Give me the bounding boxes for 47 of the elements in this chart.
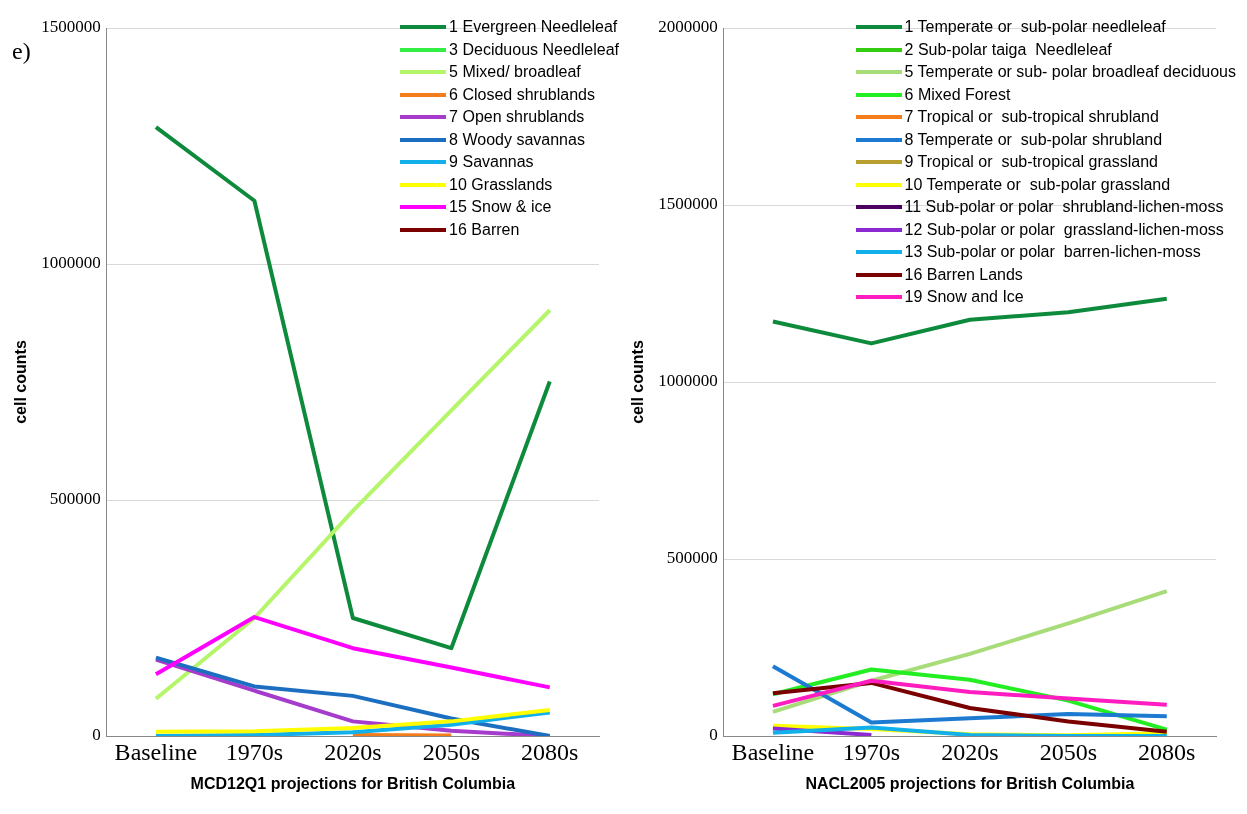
legend-label: 16 Barren [449,220,520,239]
x-tick-label: Baseline [114,738,198,765]
y-tick-label: 0 [709,725,718,745]
legend-label: 19 Snow and Ice [904,288,1024,307]
y-axis-title: cell counts [12,340,30,424]
x-axis-title: NACL2005 projections for British Columbia [805,774,1135,792]
legend-label: 6 Mixed Forest [904,85,1011,104]
y-axis-title: cell counts [629,340,647,424]
legend-label: 7 Tropical or sub-tropical shrubland [904,108,1159,127]
legend-label: 10 Grasslands [449,175,553,194]
y-tick-label: 0 [92,725,101,745]
legend-label: 2 Sub-polar taiga Needleleaf [904,40,1112,59]
x-tick-label: 2020s [324,738,382,765]
legend-label: 11 Sub-polar or polar shrubland-lichen-moss [904,198,1224,217]
y-tick-label: 500000 [666,548,718,568]
legend-label: 7 Open shrublands [449,108,585,127]
x-tick-label: 2080s [521,738,579,765]
x-axis-title: MCD12Q1 projections for British Columbia [190,774,516,792]
legend-label: 9 Tropical or sub-tropical grassland [904,153,1158,172]
legend-label: 6 Closed shrublands [449,85,595,104]
y-tick-label: 1500000 [658,194,718,214]
y-tick-label: 2000000 [658,17,718,37]
text: e) [12,38,31,65]
legend-label: 13 Sub-polar or polar barren-lichen-moss [904,243,1201,262]
y-tick-label: 500000 [49,489,101,509]
legend-label: 3 Deciduous Needleleaf [449,40,619,59]
y-tick-label: 1500000 [41,17,101,37]
legend-label: 1 Temperate or sub-polar needleleaf [904,18,1166,37]
legend-label: 1 Evergreen Needleleaf [449,18,618,37]
legend-label: 5 Temperate or sub- polar broadleaf deciduous [904,63,1236,82]
legend-label: 8 Temperate or sub-polar shrubland [904,130,1163,149]
x-tick-label: 2050s [1039,738,1097,765]
x-tick-label: 1970s [842,738,901,765]
x-tick-label: 2050s [422,738,480,765]
legend-label: 12 Sub-polar or polar grassland-lichen-moss [904,220,1224,239]
legend-label: 8 Woody savannas [449,130,585,149]
legend-label: 5 Mixed/ broadleaf [449,63,581,82]
legend-label: 16 Barren Lands [904,265,1023,284]
legend-label: 10 Temperate or sub-polar grassland [904,175,1171,194]
y-tick-label: 1000000 [658,371,718,391]
x-tick-label: 2020s [941,738,999,765]
y-tick-label: 1000000 [41,253,101,273]
x-tick-label: 1970s [225,738,284,765]
x-tick-label: 2080s [1138,738,1196,765]
legend-label: 9 Savannas [449,153,534,172]
legend-label: 15 Snow & ice [449,198,552,217]
x-tick-label: Baseline [731,738,815,765]
